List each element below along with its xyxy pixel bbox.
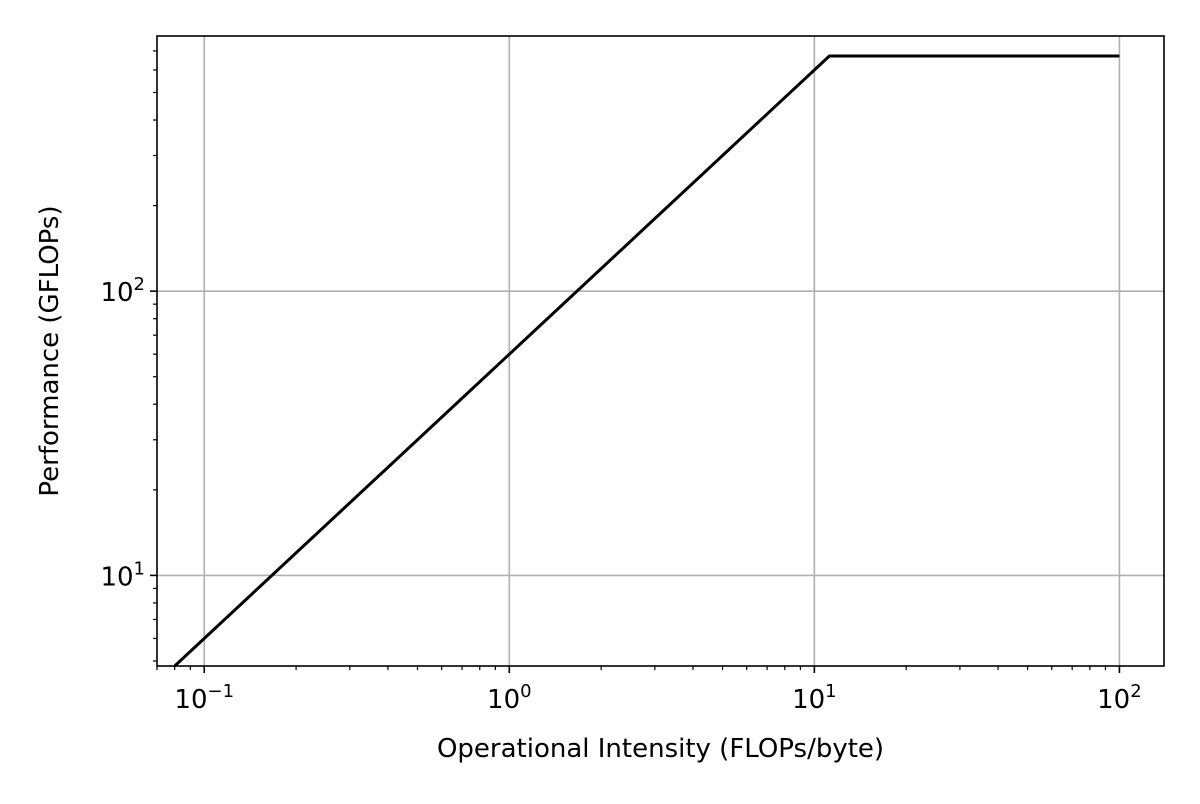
tick-label-layer: 10−1 100 101 102 101 102 <box>100 274 1141 715</box>
x-axis-label: Operational Intensity (FLOPs/byte) <box>437 734 884 764</box>
x-tick-label: 101 <box>792 681 837 715</box>
x-tick-label: 102 <box>1097 681 1142 715</box>
x-tick-label: 100 <box>487 681 532 715</box>
roofline-series-line <box>173 54 1120 668</box>
series-layer <box>173 54 1120 668</box>
major-tick-layer <box>150 290 1121 673</box>
y-axis-label: Performance (GFLOPs) <box>35 205 65 496</box>
y-tick-label: 101 <box>100 558 145 592</box>
grid-layer <box>157 36 1164 666</box>
plot-frame <box>156 35 1165 667</box>
x-tick-label: 10−1 <box>174 681 234 715</box>
minor-tick-layer <box>153 50 1107 670</box>
y-tick-label: 102 <box>100 274 145 308</box>
